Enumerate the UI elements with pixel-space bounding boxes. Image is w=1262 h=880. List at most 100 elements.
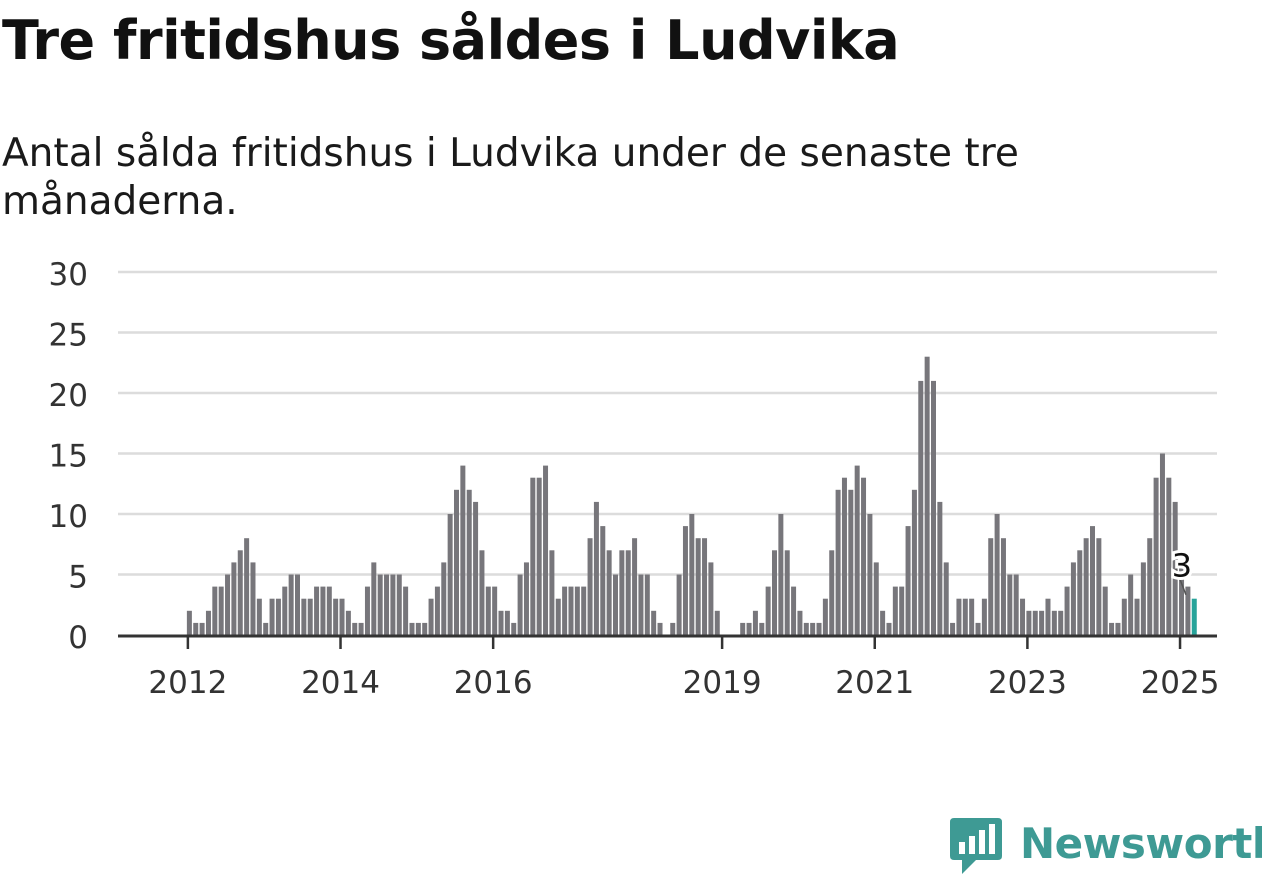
bar [702, 538, 708, 635]
y-tick-label: 10 [49, 499, 88, 535]
bar [587, 538, 593, 635]
bar [422, 622, 428, 635]
bar [574, 586, 580, 635]
y-tick-label: 5 [68, 560, 88, 596]
bar [409, 622, 415, 635]
bar [765, 586, 771, 635]
bar [218, 586, 224, 635]
bar [1096, 538, 1102, 635]
bar [638, 574, 644, 635]
bar [231, 562, 237, 635]
bar [1058, 610, 1064, 635]
bar [892, 586, 898, 635]
bar [568, 586, 574, 635]
y-axis-ticks: 0 5 10 15 20 25 30 [49, 257, 88, 656]
bar [193, 622, 199, 635]
bar [384, 574, 390, 635]
bar [975, 622, 981, 635]
bar [225, 574, 231, 635]
bar [1007, 574, 1013, 635]
bar [275, 598, 281, 635]
chart-title: Tre fritidshus såldes i Ludvika [2, 9, 900, 72]
bar [339, 598, 345, 635]
bar [199, 622, 205, 635]
bar [873, 562, 879, 635]
bar [911, 489, 917, 635]
bar [205, 610, 211, 635]
bar [880, 610, 886, 635]
bar [1026, 610, 1032, 635]
bar [619, 550, 625, 635]
bar [403, 586, 409, 635]
x-tick-label: 2012 [148, 665, 227, 701]
bar [1134, 598, 1140, 635]
bar [956, 598, 962, 635]
bar [651, 610, 657, 635]
bar [937, 501, 943, 635]
bar [759, 622, 765, 635]
bar [1185, 586, 1191, 635]
bar [441, 562, 447, 635]
bar [479, 550, 485, 635]
y-tick-label: 30 [49, 257, 88, 293]
bar [810, 622, 816, 635]
bar [485, 586, 491, 635]
annotation-label: 3 [1172, 547, 1192, 585]
bar [835, 489, 841, 635]
bar [307, 598, 313, 635]
bar [333, 598, 339, 635]
bar [1045, 598, 1051, 635]
y-tick-label: 0 [68, 620, 88, 656]
bar [1032, 610, 1038, 635]
bar [269, 598, 275, 635]
bar [644, 574, 650, 635]
bar [695, 538, 701, 635]
bar [498, 610, 504, 635]
y-tick-label: 25 [49, 318, 88, 354]
bar [358, 622, 364, 635]
gridlines [118, 270, 1217, 576]
bar [886, 622, 892, 635]
bar [708, 562, 714, 635]
bar [1121, 598, 1127, 635]
y-tick-label: 15 [49, 439, 88, 475]
bar [244, 538, 250, 635]
bar [314, 586, 320, 635]
bar [1064, 586, 1070, 635]
bar [791, 586, 797, 635]
bar [867, 514, 873, 635]
bar [549, 550, 555, 635]
bar [562, 586, 568, 635]
bar [460, 465, 466, 635]
bar [396, 574, 402, 635]
newsworthy-logo[interactable]: Newsworthy [950, 818, 1262, 878]
bar [676, 574, 682, 635]
bar [962, 598, 968, 635]
bar [1051, 610, 1057, 635]
bar [1128, 574, 1134, 635]
bar [1090, 526, 1095, 635]
bar [1083, 538, 1089, 635]
bar [530, 477, 536, 635]
bar [555, 598, 561, 635]
bar [943, 562, 949, 635]
bar [1172, 501, 1178, 635]
bar [600, 526, 606, 635]
bar [988, 538, 994, 635]
bar [1147, 538, 1153, 635]
bar [950, 622, 956, 635]
bar [295, 574, 300, 635]
bar [263, 622, 269, 635]
bar [905, 526, 911, 635]
bar [447, 514, 453, 635]
bar [854, 465, 860, 635]
bar [523, 562, 529, 635]
bar [473, 501, 479, 635]
bar [543, 465, 549, 635]
bar [237, 550, 243, 635]
bar [752, 610, 758, 635]
bar [918, 380, 924, 635]
bar [670, 622, 676, 635]
chart-subtitle: Antal sålda fritidshus i Ludvika under d… [2, 131, 1019, 224]
